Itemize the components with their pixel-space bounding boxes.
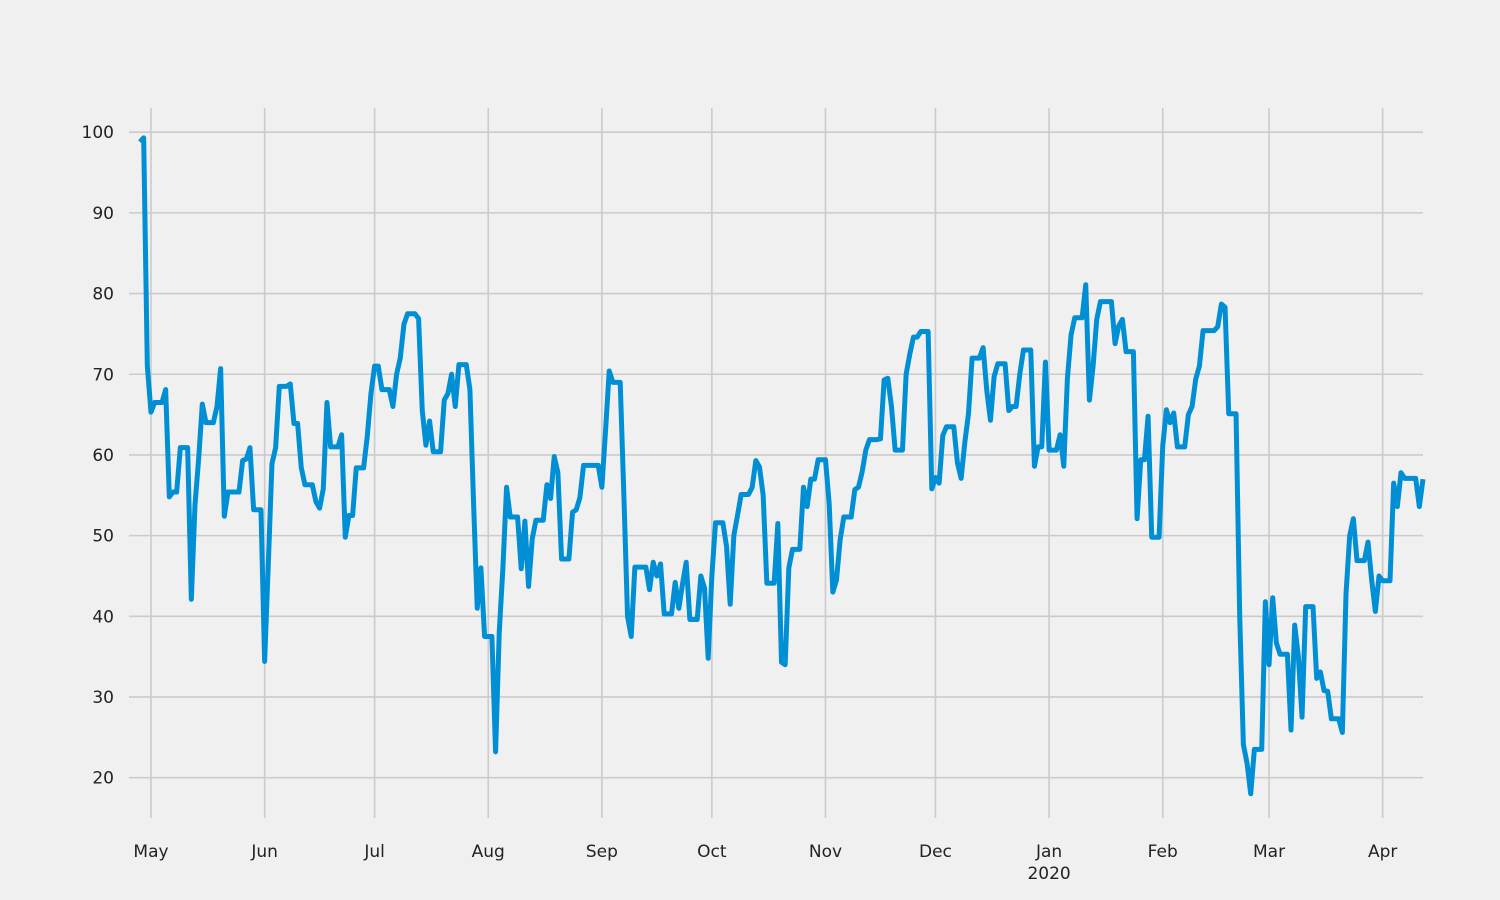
x-tick-label: Jun xyxy=(250,842,278,862)
y-tick-label: 60 xyxy=(92,446,114,466)
x-tick-sublabel: 2020 xyxy=(1027,864,1070,884)
x-tick-label: Nov xyxy=(809,842,842,862)
x-tick-label: Oct xyxy=(697,842,727,862)
y-tick-labels: 20 30 40 50 60 70 80 90 100 xyxy=(82,123,114,788)
y-tick-label: 40 xyxy=(92,607,114,627)
y-tick-label: 30 xyxy=(92,688,114,708)
x-tick-label: Aug xyxy=(472,842,505,862)
y-tick-label: 70 xyxy=(92,365,114,385)
y-tick-label: 20 xyxy=(92,769,114,789)
y-tick-label: 80 xyxy=(92,285,114,305)
y-tick-label: 90 xyxy=(92,204,114,224)
x-tick-label: Jul xyxy=(363,842,385,862)
series-line xyxy=(138,135,1426,797)
x-tick-label: May xyxy=(133,842,168,862)
y-tick-label: 50 xyxy=(92,527,114,547)
x-tick-label: Feb xyxy=(1148,842,1178,862)
x-tick-label: Sep xyxy=(586,842,618,862)
x-tick-label: Mar xyxy=(1253,842,1285,862)
x-tick-label: Apr xyxy=(1368,842,1397,862)
y-tick-label: 100 xyxy=(82,123,114,143)
x-tick-label: Jan xyxy=(1035,842,1062,862)
x-tick-label: Dec xyxy=(919,842,952,862)
